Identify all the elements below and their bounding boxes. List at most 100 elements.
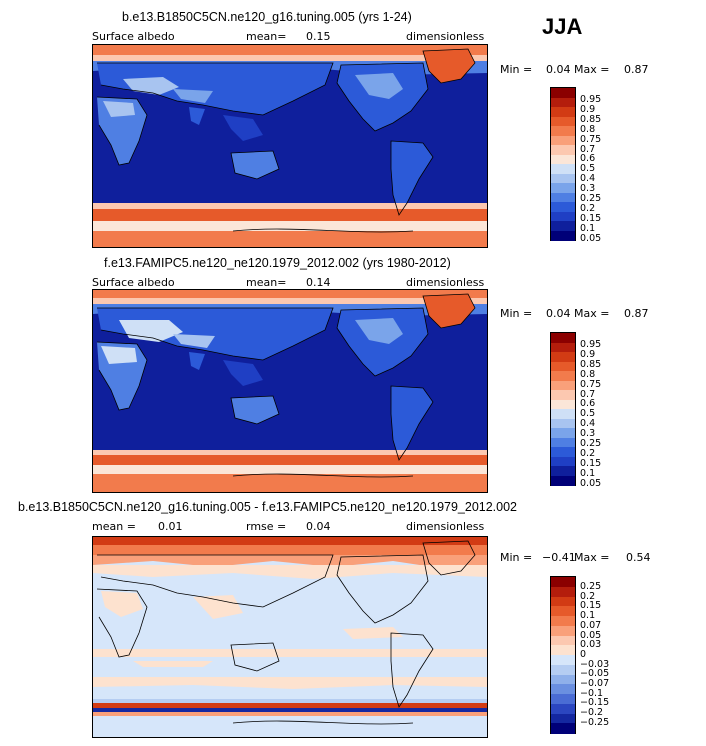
colorbar-swatch bbox=[551, 586, 575, 597]
colorbar-swatch bbox=[551, 664, 575, 675]
colorbar-tick-label: 0.8 bbox=[580, 368, 596, 380]
colorbar-swatch bbox=[551, 97, 575, 108]
variable-label: Surface albedo bbox=[92, 30, 175, 43]
max-label: Max = bbox=[574, 551, 610, 564]
max-value: 0.54 bbox=[626, 551, 651, 564]
colorbar-tick-label: 0.75 bbox=[580, 378, 602, 390]
map-graphic bbox=[93, 290, 487, 492]
panel-title: b.e13.B1850C5CN.ne120_g16.tuning.005 (yr… bbox=[122, 10, 412, 24]
variable-label: Surface albedo bbox=[92, 276, 175, 289]
mean-value: 0.01 bbox=[158, 520, 183, 533]
colorbar-swatch bbox=[551, 173, 575, 184]
colorbar-swatch bbox=[551, 674, 575, 685]
colorbar-tick-label: 0.95 bbox=[580, 94, 602, 105]
colorbar-tick-label: 0.6 bbox=[580, 398, 596, 410]
colorbar-tick-label: 0.1 bbox=[580, 610, 596, 622]
colorbar-tick-label: 0.3 bbox=[580, 183, 596, 195]
colorbar-swatch bbox=[551, 456, 575, 467]
colorbar-swatch bbox=[551, 371, 575, 381]
colorbar-swatch bbox=[551, 135, 575, 146]
colorbar-swatch bbox=[551, 88, 575, 98]
map-graphic bbox=[93, 537, 487, 737]
colorbar-tick-label: 0.9 bbox=[580, 348, 596, 360]
colorbar-swatch bbox=[551, 342, 575, 353]
colorbar-tick-label: 0.05 bbox=[580, 477, 602, 489]
panel-title: f.e13.FAMIPC5.ne120_ne120.1979_2012.002 … bbox=[104, 256, 451, 270]
colorbar-swatch bbox=[551, 211, 575, 222]
min-value: 0.04 bbox=[546, 63, 571, 76]
colorbar-swatch bbox=[551, 713, 575, 724]
colorbar-tick-label: 0.4 bbox=[580, 418, 596, 430]
mean-label: mean= bbox=[246, 276, 287, 289]
min-value: 0.04 bbox=[546, 307, 571, 320]
colorbar-swatch bbox=[551, 428, 575, 438]
colorbar-swatch bbox=[551, 409, 575, 419]
colorbar bbox=[550, 87, 576, 241]
colorbar-tick-label: −0.2 bbox=[580, 707, 604, 719]
colorbar-swatch bbox=[551, 596, 575, 607]
difference-map bbox=[92, 536, 488, 738]
colorbar-tick-label: 0.25 bbox=[580, 438, 602, 449]
colorbar-swatch bbox=[551, 475, 575, 486]
colorbar-swatch bbox=[551, 466, 575, 476]
colorbar-swatch bbox=[551, 606, 575, 617]
mean-value: 0.15 bbox=[306, 30, 331, 43]
colorbar-tick-label: 0.25 bbox=[580, 193, 602, 204]
units-label: dimensionless bbox=[406, 520, 485, 533]
colorbar-swatch bbox=[551, 437, 575, 448]
mean-label: mean= bbox=[246, 30, 287, 43]
colorbar-tick-label: −0.25 bbox=[580, 716, 610, 728]
units-label: dimensionless bbox=[406, 276, 485, 289]
colorbar-swatch bbox=[551, 645, 575, 656]
colorbar-tick-label: −0.03 bbox=[580, 658, 610, 670]
albedo-map bbox=[92, 289, 488, 493]
colorbar-swatch bbox=[551, 230, 575, 241]
colorbar-tick-label: 0.25 bbox=[580, 581, 602, 592]
colorbar-swatch bbox=[551, 116, 575, 127]
min-label: Min = bbox=[500, 307, 533, 320]
colorbar-swatch bbox=[551, 192, 575, 203]
colorbar-tick-label: 0.5 bbox=[580, 408, 596, 420]
colorbar-swatch bbox=[551, 380, 575, 391]
colorbar-swatch bbox=[551, 183, 575, 193]
colorbar bbox=[550, 332, 576, 486]
rmse-value: 0.04 bbox=[306, 520, 331, 533]
colorbar-swatch bbox=[551, 164, 575, 174]
colorbar-swatch bbox=[551, 418, 575, 429]
colorbar-tick-label: 0.07 bbox=[580, 619, 602, 631]
colorbar-swatch bbox=[551, 684, 575, 695]
colorbar-swatch bbox=[551, 399, 575, 410]
colorbar-swatch bbox=[551, 145, 575, 155]
colorbar-swatch bbox=[551, 352, 575, 362]
colorbar-tick-label: 0.1 bbox=[580, 222, 596, 234]
max-value: 0.87 bbox=[624, 307, 649, 320]
colorbar-tick-label: 0.85 bbox=[580, 358, 602, 370]
colorbar-swatch bbox=[551, 154, 575, 165]
max-label: Max = bbox=[574, 307, 610, 320]
colorbar-swatch bbox=[551, 694, 575, 705]
colorbar-tick-label: 0.15 bbox=[580, 600, 602, 612]
colorbar bbox=[550, 576, 576, 734]
colorbar-tick-label: 0.03 bbox=[580, 639, 602, 651]
colorbar-tick-label: 0 bbox=[580, 648, 587, 660]
colorbar-swatch bbox=[551, 107, 575, 117]
colorbar-tick-label: 0.2 bbox=[580, 447, 596, 459]
colorbar-tick-label: −0.05 bbox=[580, 668, 610, 680]
colorbar-swatch bbox=[551, 703, 575, 714]
colorbar-tick-label: 0.15 bbox=[580, 212, 602, 224]
colorbar-tick-label: 0.9 bbox=[580, 103, 596, 115]
colorbar-tick-label: 0.6 bbox=[580, 153, 596, 165]
colorbar-tick-label: 0.05 bbox=[580, 629, 602, 641]
rmse-label: rmse = bbox=[246, 520, 287, 533]
min-label: Min = bbox=[500, 63, 533, 76]
colorbar-swatch bbox=[551, 447, 575, 457]
season-label: JJA bbox=[542, 14, 583, 39]
colorbar-swatch bbox=[551, 723, 575, 734]
mean-label: mean = bbox=[92, 520, 136, 533]
albedo-map bbox=[92, 44, 488, 248]
colorbar-swatch bbox=[551, 333, 575, 343]
colorbar-swatch bbox=[551, 221, 575, 231]
colorbar-tick-label: 0.7 bbox=[580, 388, 596, 400]
max-value: 0.87 bbox=[624, 63, 649, 76]
mean-value: 0.14 bbox=[306, 276, 331, 289]
